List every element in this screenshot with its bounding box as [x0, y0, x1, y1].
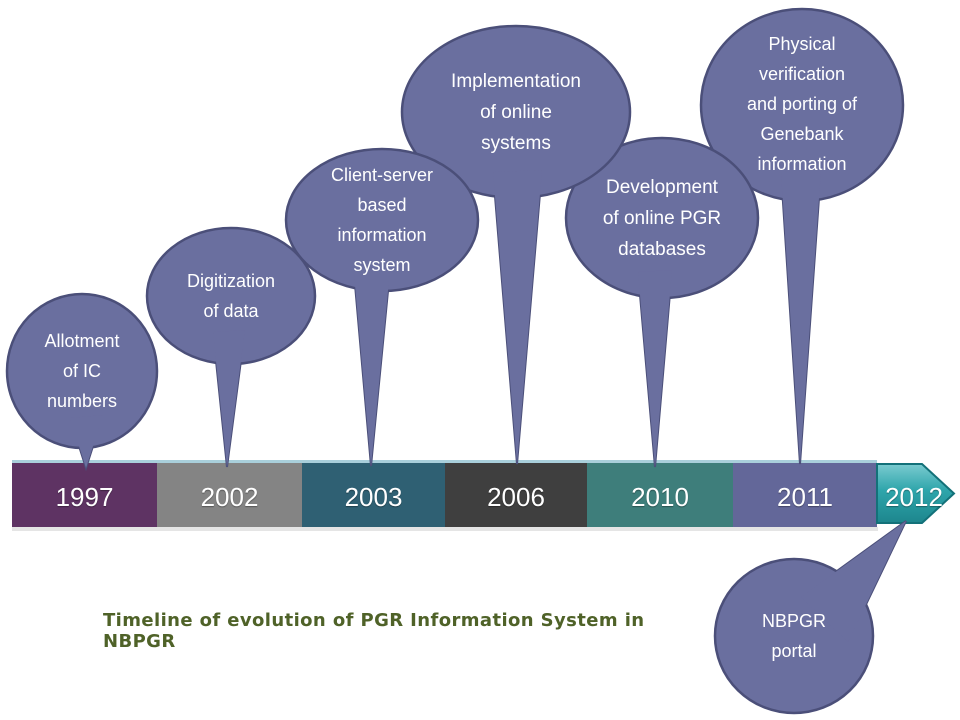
year-label-2011: 2011 — [777, 482, 833, 512]
balloon-tail-join — [493, 170, 542, 464]
bubble-nbpgr-portal — [713, 520, 907, 715]
timeline-bar — [12, 460, 956, 531]
bubble-text-digitization: Digitization of data — [186, 271, 276, 321]
year-label-1997: 1997 — [55, 482, 114, 512]
bubble-text-client-server: Client-server based information system — [330, 165, 434, 275]
bubble-text-implementation: Implementation of online systems — [451, 71, 581, 154]
balloon-tail-join — [353, 260, 391, 466]
bar-shadow — [12, 527, 878, 531]
year-label-2006: 2006 — [487, 482, 545, 512]
year-label-2003: 2003 — [344, 482, 403, 512]
timeline-segment-2003 — [302, 463, 445, 527]
bar-top-edge — [12, 460, 877, 465]
slide-caption: Timeline of evolution of PGR Information… — [103, 610, 645, 652]
balloon-tail-join — [781, 170, 821, 464]
timeline-segment-2002 — [157, 463, 302, 527]
bubble-implementation — [400, 24, 632, 465]
bubble-allotment — [5, 292, 159, 472]
timeline-segment-1997 — [12, 463, 157, 527]
year-label-2012: 2012 — [885, 482, 943, 512]
bubble-client-server — [284, 147, 480, 467]
bubble-physical — [699, 7, 905, 465]
balloon-tail-join — [801, 521, 906, 642]
bubble-digitization — [145, 226, 317, 468]
year-label-2002: 2002 — [200, 482, 259, 512]
bubble-text-allotment: Allotment of IC numbers — [44, 331, 120, 411]
timeline-segment-2006 — [445, 463, 587, 527]
timeline-segment-2010 — [587, 463, 733, 527]
bubble-text-development: Development of online PGR databases — [602, 177, 722, 260]
timeline-segment-2011 — [733, 463, 877, 527]
balloon-tail-join — [213, 330, 245, 467]
bubble-text-physical: Physical verification and porting of Gen… — [746, 34, 858, 174]
timeline-arrow-2012 — [876, 463, 956, 524]
bubble-development — [564, 136, 760, 468]
year-label-2010: 2010 — [631, 482, 689, 512]
balloon-tail-join — [70, 415, 103, 468]
balloon-tail-join — [638, 270, 672, 467]
bubble-text-nbpgr-portal: NBPGR portal — [761, 611, 826, 661]
